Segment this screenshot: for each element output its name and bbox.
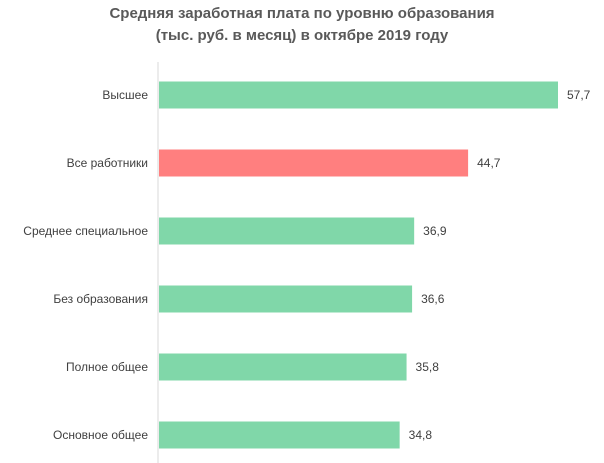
- value-label-3: 36,6: [421, 292, 445, 306]
- bar-4: [159, 353, 407, 381]
- chart-title-line-2: (тыс. руб. в месяц) в октябре 2019 году: [155, 27, 449, 44]
- category-label-5: Основное общее: [53, 428, 148, 442]
- category-label-4: Полное общее: [66, 360, 148, 374]
- bar-0: [159, 81, 558, 109]
- value-label-5: 34,8: [409, 428, 433, 442]
- chart-title-line-1: Средняя заработная плата по уровню образ…: [109, 5, 495, 22]
- bar-1: [159, 149, 469, 177]
- value-label-4: 35,8: [416, 360, 440, 374]
- category-label-2: Среднее специальное: [23, 224, 148, 238]
- category-label-1: Все работники: [67, 156, 148, 170]
- bar-3: [159, 285, 413, 313]
- value-label-0: 57,7: [567, 88, 591, 102]
- category-label-3: Без образования: [53, 292, 148, 306]
- bar-5: [159, 421, 400, 449]
- bar-2: [159, 217, 415, 245]
- category-label-0: Высшее: [102, 88, 148, 102]
- value-label-1: 44,7: [477, 156, 501, 170]
- value-label-2: 36,9: [423, 224, 447, 238]
